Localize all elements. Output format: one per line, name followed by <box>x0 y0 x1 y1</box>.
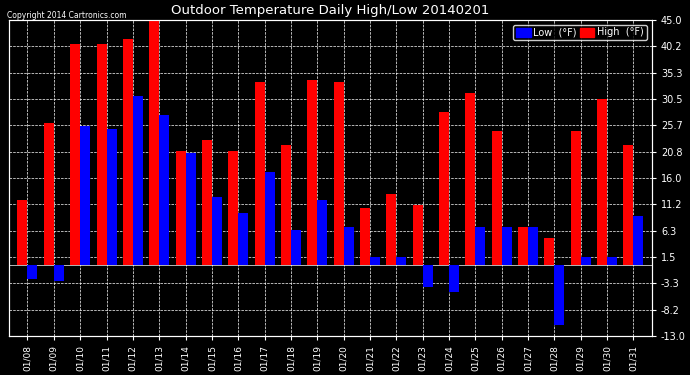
Bar <box>475 227 485 265</box>
Bar <box>175 150 186 265</box>
Bar <box>186 153 195 265</box>
Bar <box>54 265 64 281</box>
Legend: Low  (°F), High  (°F): Low (°F), High (°F) <box>513 25 647 40</box>
Bar <box>423 265 433 287</box>
Bar <box>581 257 591 265</box>
Bar <box>70 44 80 265</box>
Bar <box>281 145 291 265</box>
Bar <box>334 82 344 265</box>
Bar <box>413 205 423 265</box>
Bar <box>106 129 117 265</box>
Bar <box>123 39 133 265</box>
Text: Copyright 2014 Cartronics.com: Copyright 2014 Cartronics.com <box>7 11 126 20</box>
Bar <box>317 200 327 265</box>
Bar <box>238 213 248 265</box>
Bar <box>212 197 222 265</box>
Bar <box>518 227 528 265</box>
Bar <box>80 126 90 265</box>
Bar <box>633 216 644 265</box>
Bar <box>149 14 159 265</box>
Bar <box>465 93 475 265</box>
Title: Outdoor Temperature Daily High/Low 20140201: Outdoor Temperature Daily High/Low 20140… <box>171 4 490 17</box>
Bar <box>17 200 28 265</box>
Bar <box>396 257 406 265</box>
Bar <box>264 172 275 265</box>
Bar <box>544 238 555 265</box>
Bar <box>133 96 143 265</box>
Bar <box>597 99 607 265</box>
Bar <box>360 208 370 265</box>
Bar <box>228 150 238 265</box>
Bar <box>439 112 449 265</box>
Bar <box>255 82 264 265</box>
Bar <box>28 265 37 279</box>
Bar <box>555 265 564 325</box>
Bar <box>344 227 354 265</box>
Bar <box>159 115 169 265</box>
Bar <box>97 44 106 265</box>
Bar <box>370 257 380 265</box>
Bar <box>449 265 459 292</box>
Bar <box>624 145 633 265</box>
Bar <box>43 123 54 265</box>
Bar <box>607 257 617 265</box>
Bar <box>307 80 317 265</box>
Bar <box>492 132 502 265</box>
Bar <box>386 194 396 265</box>
Bar <box>291 230 301 265</box>
Bar <box>502 227 512 265</box>
Bar <box>528 227 538 265</box>
Bar <box>571 132 581 265</box>
Bar <box>202 140 212 265</box>
